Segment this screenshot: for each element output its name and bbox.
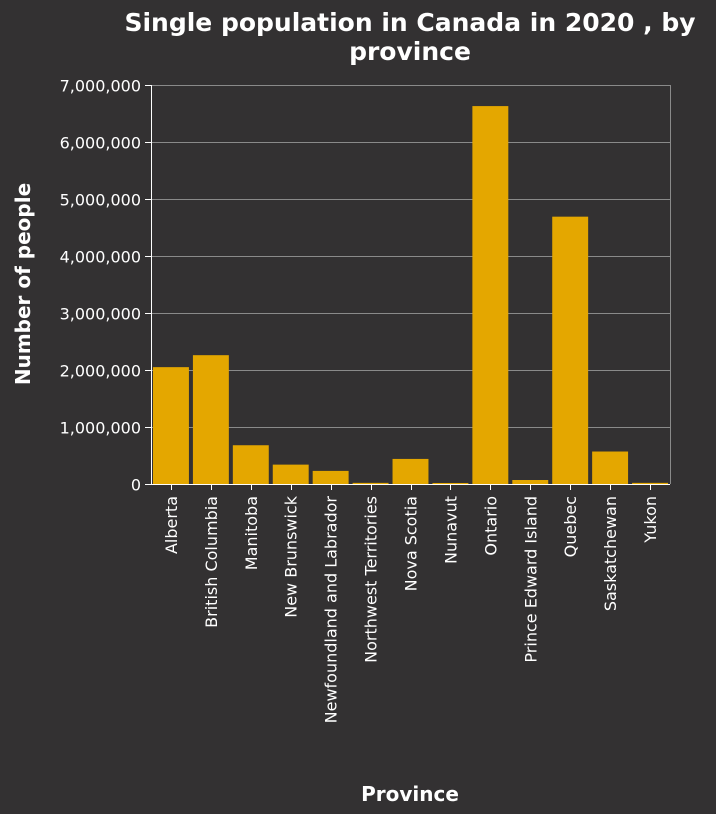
bars — [152, 106, 669, 485]
x-axis-label: Province — [361, 782, 459, 806]
bar — [392, 458, 429, 484]
bar — [352, 482, 389, 485]
bar — [472, 106, 509, 484]
bar — [592, 451, 629, 484]
chart-title-line-1: Single population in Canada in 2020 , by — [124, 8, 695, 37]
y-tick-label: 2,000,000 — [60, 362, 141, 381]
x-tick-label: Quebec — [561, 496, 580, 557]
y-tick-label: 1,000,000 — [60, 419, 141, 438]
x-tick-label: Saskatchewan — [601, 496, 620, 611]
x-tick-label: Northwest Territories — [362, 496, 381, 663]
x-tick-label: Prince Edward Island — [521, 496, 540, 663]
x-tick-label: Alberta — [162, 496, 181, 554]
chart-title-line-2: province — [349, 37, 471, 66]
x-tick-label: Nunavut — [441, 496, 460, 564]
bar — [512, 480, 549, 484]
x-tick-label: New Brunswick — [282, 495, 301, 617]
bar — [272, 464, 309, 484]
x-tick-label: Newfoundland and Labrador — [322, 496, 341, 724]
x-tick-label: British Columbia — [202, 496, 221, 628]
x-tick-label: Nova Scotia — [402, 496, 421, 591]
bar — [152, 367, 189, 484]
x-tick-label: Manitoba — [242, 496, 261, 570]
y-tick-labels: 0 1,000,000 2,000,000 3,000,000 4,000,000 5,0… — [60, 77, 141, 495]
y-tick-label: 5,000,000 — [60, 191, 141, 210]
x-tick-labels: Alberta British Columbia Manitoba New Bruns… — [162, 495, 660, 723]
y-tick-label: 3,000,000 — [60, 305, 141, 324]
y-tick-label: 4,000,000 — [60, 248, 141, 267]
bar — [432, 482, 469, 485]
bar — [632, 482, 669, 485]
bar — [232, 445, 269, 484]
axes — [145, 85, 670, 490]
bar — [312, 470, 349, 484]
gridlines — [151, 85, 671, 485]
y-tick-label: 6,000,000 — [60, 134, 141, 153]
y-tick-label: 0 — [131, 476, 141, 495]
x-tick-label: Yukon — [641, 496, 660, 544]
bar — [552, 216, 589, 485]
x-tick-label: Ontario — [481, 496, 500, 556]
y-tick-label: 7,000,000 — [60, 77, 141, 96]
y-axis-label: Number of people — [11, 183, 35, 385]
bar — [192, 355, 229, 484]
